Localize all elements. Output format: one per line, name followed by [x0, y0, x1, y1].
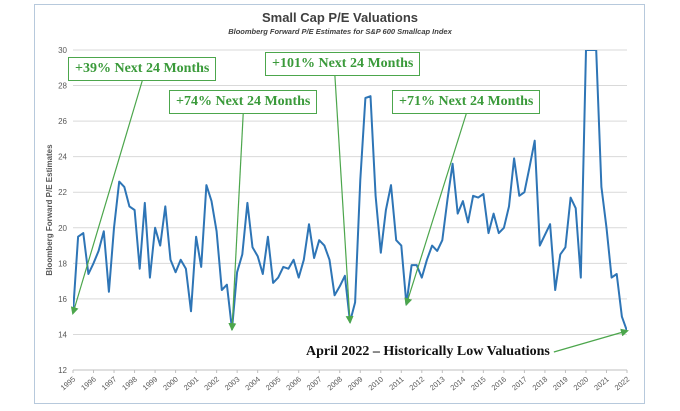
y-tick-label: 26 — [58, 117, 67, 126]
x-tick-label: 2005 — [264, 375, 283, 393]
x-tick-label: 2017 — [510, 375, 529, 393]
y-tick-label: 24 — [58, 153, 67, 162]
x-tick-label: 2016 — [490, 375, 509, 393]
annotation-arrows — [70, 75, 629, 353]
annotation-arrow — [70, 80, 143, 316]
callout-april-2022: April 2022 – Historically Low Valuations — [306, 344, 550, 359]
pe-series-line — [73, 50, 627, 332]
annotation-arrow — [404, 113, 467, 307]
x-tick-label: 2009 — [346, 375, 365, 393]
x-tick-label: 2018 — [531, 375, 550, 393]
x-tick-label: 1998 — [120, 375, 139, 393]
x-tick-label: 2008 — [325, 375, 344, 393]
callout-71pct: +71% Next 24 Months — [392, 90, 541, 114]
x-tick-label: 1995 — [59, 375, 78, 393]
x-tick-label: 2015 — [469, 375, 488, 393]
x-tick-label: 2010 — [366, 375, 385, 393]
series-layer — [73, 50, 627, 332]
callout-101pct: +101% Next 24 Months — [265, 52, 421, 76]
x-tick-label: 2013 — [428, 375, 447, 393]
x-tick-label: 2001 — [182, 375, 201, 393]
y-tick-label: 16 — [58, 295, 67, 304]
x-tick-label: 2004 — [243, 375, 262, 393]
y-tick-label: 22 — [58, 188, 67, 197]
x-tick-label: 1999 — [141, 375, 160, 393]
x-tick-label: 1996 — [79, 375, 98, 393]
y-tick-label: 12 — [58, 366, 67, 375]
x-tick-label: 2020 — [572, 375, 591, 393]
x-tick-label: 1997 — [100, 375, 119, 393]
y-tick-label: 18 — [58, 259, 67, 268]
chart-subtitle: Bloomberg Forward P/E Estimates for S&P … — [228, 27, 452, 36]
x-tick-label: 2012 — [408, 375, 427, 393]
y-axis-label: Bloomberg Forward P/E Estimates — [45, 144, 54, 276]
x-tick-label: 2000 — [161, 375, 180, 393]
callout-39pct: +39% Next 24 Months — [68, 57, 217, 81]
annotation-arrow — [334, 75, 354, 324]
y-tick-label: 28 — [58, 82, 67, 91]
callout-74pct: +74% Next 24 Months — [169, 90, 318, 114]
x-tick-label: 2007 — [305, 375, 324, 393]
x-tick-label: 2021 — [592, 375, 611, 393]
y-tick-label: 14 — [58, 330, 67, 339]
x-tick-label: 2002 — [202, 375, 221, 393]
x-tick-label: 2003 — [223, 375, 242, 393]
x-tick-label: 2014 — [449, 375, 468, 393]
x-tick-label: 2022 — [613, 375, 632, 393]
chart-title: Small Cap P/E Valuations — [261, 10, 419, 25]
y-tick-label: 30 — [58, 46, 67, 55]
y-tick-label: 20 — [58, 224, 67, 233]
x-tick-label: 2011 — [387, 375, 405, 392]
annotation-arrow — [553, 328, 629, 353]
annotation-arrow — [228, 113, 244, 332]
x-tick-label: 2006 — [284, 375, 303, 393]
x-tick-label: 2019 — [551, 375, 570, 393]
